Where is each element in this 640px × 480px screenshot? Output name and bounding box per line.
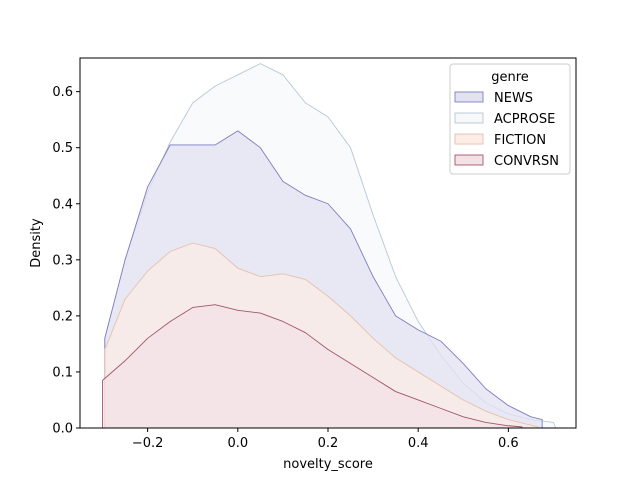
x-tick-label: 0.2 — [318, 436, 339, 451]
y-tick-label: 0.3 — [52, 253, 73, 268]
legend-swatch-convrsn — [454, 154, 484, 166]
legend-swatch-acprose — [454, 112, 484, 124]
y-tick-label: 0.1 — [52, 365, 73, 380]
x-axis-label: novelty_score — [283, 457, 373, 472]
y-axis-label: Density — [29, 218, 44, 268]
x-tick-label: 0.0 — [227, 436, 248, 451]
legend-swatch-fiction — [454, 133, 484, 145]
y-tick-label: 0.5 — [52, 141, 73, 156]
x-tick-label: −0.2 — [132, 436, 164, 451]
legend-label-news: NEWS — [494, 91, 533, 106]
legend-title: genre — [491, 70, 529, 85]
legend-label-fiction: FICTION — [494, 133, 546, 148]
density-areas — [102, 63, 557, 429]
legend-swatch-news — [454, 91, 484, 103]
x-axis-ticks: −0.2 0.0 0.2 0.4 0.6 — [132, 428, 519, 451]
y-tick-label: 0.4 — [52, 197, 73, 212]
x-tick-label: 0.4 — [408, 436, 429, 451]
legend-label-acprose: ACPROSE — [494, 112, 555, 127]
legend: genre NEWS ACPROSE FICTION CONVRSN — [449, 63, 571, 175]
y-tick-label: 0.0 — [52, 422, 73, 437]
x-tick-label: 0.6 — [498, 436, 519, 451]
legend-label-convrsn: CONVRSN — [494, 154, 559, 169]
y-axis-ticks: 0.0 0.1 0.2 0.3 0.4 0.5 0.6 — [52, 85, 80, 437]
y-tick-label: 0.6 — [52, 85, 73, 100]
legend-box — [449, 63, 571, 175]
legend-items: NEWS ACPROSE FICTION CONVRSN — [454, 91, 559, 169]
y-tick-label: 0.2 — [52, 309, 73, 324]
area-convrsn — [102, 304, 523, 429]
